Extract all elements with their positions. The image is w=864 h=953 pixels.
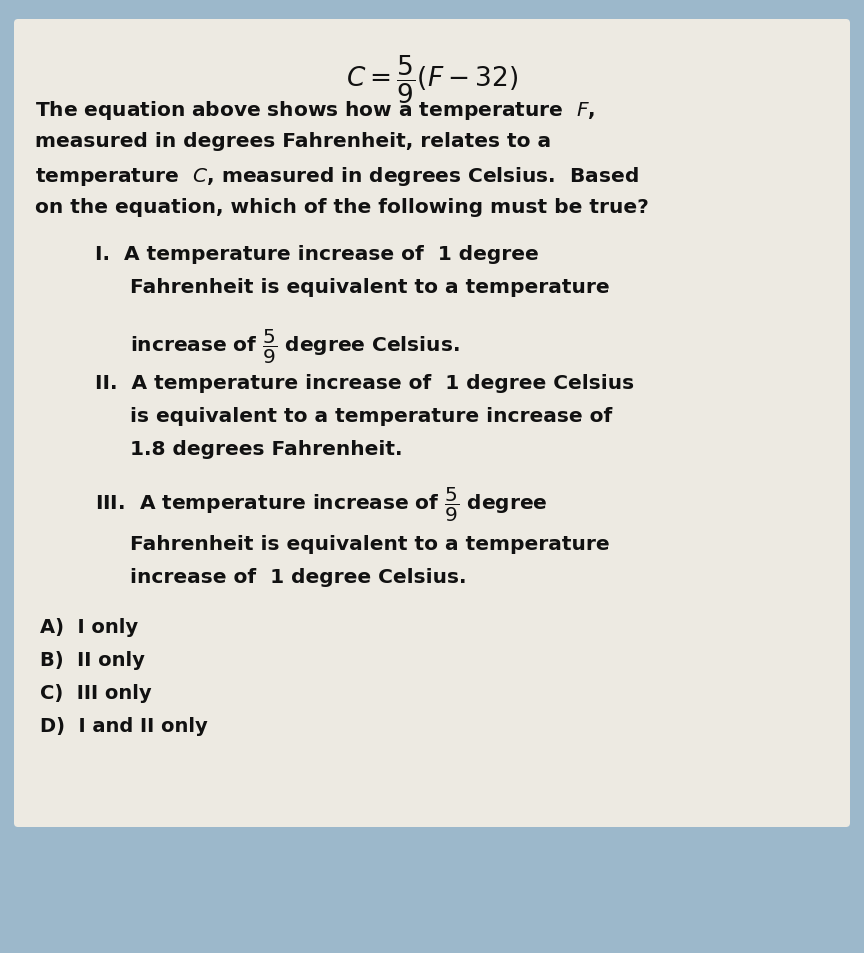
Text: C)  III only: C) III only: [40, 683, 151, 702]
Text: increase of  1 degree Celsius.: increase of 1 degree Celsius.: [130, 568, 467, 587]
Text: 1.8 degrees Fahrenheit.: 1.8 degrees Fahrenheit.: [130, 439, 403, 458]
Text: A)  I only: A) I only: [40, 618, 138, 637]
Text: The equation above shows how a temperature  $F$,: The equation above shows how a temperatu…: [35, 99, 595, 122]
Text: II.  A temperature increase of  1 degree Celsius: II. A temperature increase of 1 degree C…: [95, 374, 634, 393]
Text: Fahrenheit is equivalent to a temperature: Fahrenheit is equivalent to a temperatur…: [130, 535, 610, 554]
Text: measured in degrees Fahrenheit, relates to a: measured in degrees Fahrenheit, relates …: [35, 132, 551, 151]
Text: on the equation, which of the following must be true?: on the equation, which of the following …: [35, 198, 649, 216]
Text: Fahrenheit is equivalent to a temperature: Fahrenheit is equivalent to a temperatur…: [130, 277, 610, 296]
Text: is equivalent to a temperature increase of: is equivalent to a temperature increase …: [130, 406, 613, 425]
Text: temperature  $C$, measured in degrees Celsius.  Based: temperature $C$, measured in degrees Cel…: [35, 165, 638, 188]
Text: III.  A temperature increase of $\dfrac{5}{9}$ degree: III. A temperature increase of $\dfrac{5…: [95, 485, 548, 523]
Text: B)  II only: B) II only: [40, 650, 145, 669]
Text: D)  I and II only: D) I and II only: [40, 716, 207, 735]
FancyBboxPatch shape: [14, 20, 850, 827]
Text: increase of $\dfrac{5}{9}$ degree Celsius.: increase of $\dfrac{5}{9}$ degree Celsiu…: [130, 327, 460, 365]
Text: I.  A temperature increase of  1 degree: I. A temperature increase of 1 degree: [95, 245, 539, 264]
Text: $C = \dfrac{5}{9}(F - 32)$: $C = \dfrac{5}{9}(F - 32)$: [346, 54, 518, 106]
